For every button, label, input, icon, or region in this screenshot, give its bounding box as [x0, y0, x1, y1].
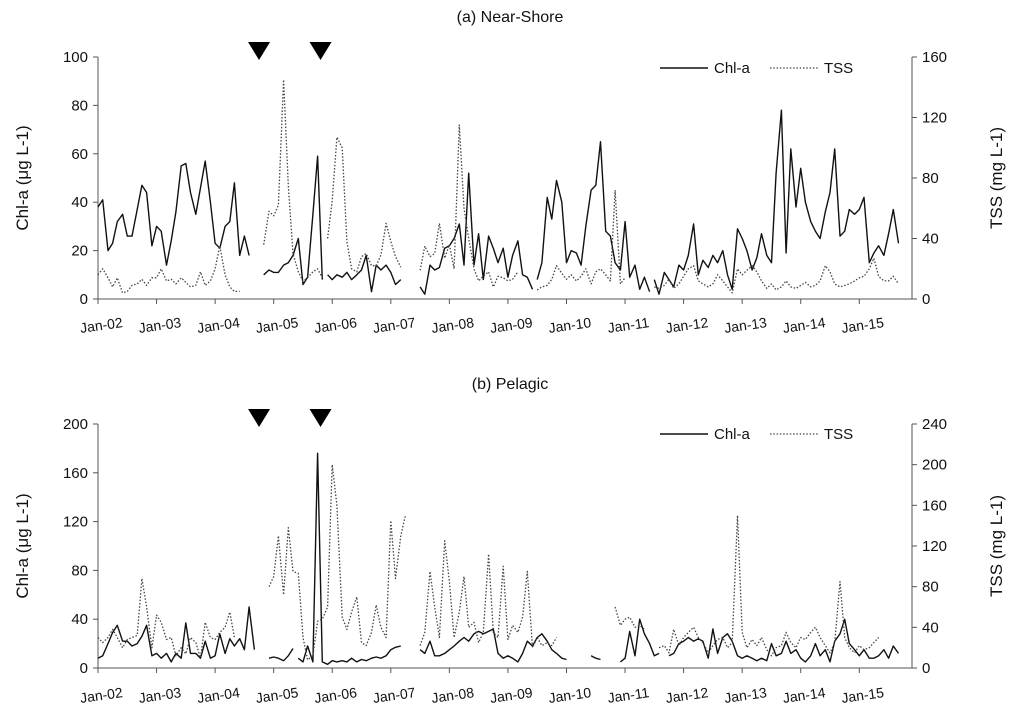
chl-a-series-line [668, 618, 900, 663]
y-axis-title: Chl-a (μg L-1) [13, 125, 32, 230]
x-tick-label: Jan-06 [313, 684, 358, 706]
x-tick-label: Jan-04 [196, 314, 241, 336]
x-tick-label: Jan-05 [255, 684, 300, 706]
chl-a-series-line [297, 452, 401, 665]
x-tick-label: Jan-02 [79, 314, 124, 336]
x-tick-label: Jan-11 [607, 684, 651, 706]
x-tick-label: Jan-14 [782, 314, 827, 336]
y-tick-label: 160 [63, 465, 88, 482]
legend-label-chl-a: Chl-a [714, 60, 751, 77]
tss-series-line [263, 79, 323, 282]
x-tick-label: Jan-08 [430, 684, 475, 706]
y-tick-label: 80 [71, 97, 88, 114]
x-tick-label: Jan-08 [430, 314, 475, 336]
y-tick-label: 60 [71, 146, 88, 163]
y-tick-label: 0 [80, 660, 88, 677]
x-tick-label: Jan-02 [79, 684, 124, 706]
x-tick-label: Jan-07 [372, 314, 417, 336]
y2-tick-label: 160 [922, 497, 947, 514]
x-tick-label: Jan-05 [255, 314, 300, 336]
y2-axis-title: TSS (mg L-1) [987, 127, 1006, 229]
tss-series-line [97, 245, 240, 294]
x-tick-label: Jan-11 [607, 314, 651, 336]
chl-a-series-line [619, 618, 660, 663]
y-tick-label: 40 [71, 194, 88, 211]
tss-series-line [326, 136, 402, 273]
y2-tick-label: 240 [922, 416, 947, 433]
y2-tick-label: 120 [922, 538, 947, 555]
tss-series-line [536, 189, 626, 291]
x-tick-label: Jan-04 [196, 684, 241, 706]
y2-tick-label: 160 [922, 49, 947, 66]
y2-tick-label: 40 [922, 619, 939, 636]
x-tick-label: Jan-03 [138, 314, 183, 336]
legend-label-tss: TSS [824, 426, 853, 443]
x-tick-label: Jan-13 [723, 684, 768, 706]
y-tick-label: 120 [63, 514, 88, 531]
y-tick-label: 80 [71, 562, 88, 579]
y-tick-label: 200 [63, 416, 88, 433]
event-marker [309, 409, 332, 427]
tss-series-line [268, 464, 407, 661]
x-tick-label: Jan-12 [665, 684, 710, 706]
y-tick-label: 0 [80, 291, 88, 308]
chl-a-series-line [97, 160, 250, 266]
y-tick-label: 100 [63, 49, 88, 66]
tss-series-line [97, 577, 236, 659]
y2-tick-label: 40 [922, 231, 939, 248]
chl-a-series-line [263, 155, 323, 286]
legend-label-chl-a: Chl-a [714, 426, 751, 443]
chl-a-series-line [653, 109, 900, 295]
y2-tick-label: 120 [922, 110, 947, 127]
chl-a-series-line [536, 141, 651, 292]
chl-a-series-line [327, 254, 402, 293]
panel-title: (b) Pelagic [472, 376, 548, 393]
chl-a-series-line [590, 655, 601, 661]
panel-pelagic: (b) Pelagic 0 40 80 120 160 200 0 40 80 120 160 200 2… [13, 376, 1006, 706]
tss-series-line [419, 124, 519, 288]
chl-a-series-line [419, 172, 534, 295]
tss-series-line [658, 514, 880, 657]
y-tick-label: 20 [71, 243, 88, 260]
tss-series-line [614, 606, 645, 630]
panel-title: (a) Near-Shore [457, 9, 564, 26]
x-tick-label: Jan-15 [840, 314, 885, 336]
x-tick-label: Jan-14 [782, 684, 827, 706]
y2-tick-label: 80 [922, 579, 939, 596]
x-tick-label: Jan-07 [372, 684, 417, 706]
y2-tick-label: 0 [922, 291, 930, 308]
x-tick-label: Jan-10 [547, 684, 592, 706]
event-marker [309, 42, 332, 60]
x-tick-label: Jan-12 [665, 314, 710, 336]
x-tick-label: Jan-09 [489, 684, 534, 706]
panel-near-shore: (a) Near-Shore 0 20 40 60 80 100 0 40 80 120 160 Jan… [13, 9, 1006, 336]
x-tick-label: Jan-09 [489, 314, 534, 336]
tss-series-line [654, 257, 900, 294]
chl-a-series-line [268, 648, 294, 662]
x-tick-label: Jan-10 [547, 314, 592, 336]
chl-a-series-line [419, 628, 567, 663]
y2-tick-label: 200 [922, 457, 947, 474]
y-tick-label: 40 [71, 611, 88, 628]
chl-a-series-line [97, 606, 256, 663]
y2-tick-label: 0 [922, 660, 930, 677]
legend-label-tss: TSS [824, 60, 853, 77]
y2-tick-label: 80 [922, 170, 939, 187]
y2-axis-title: TSS (mg L-1) [987, 495, 1006, 597]
event-marker [248, 42, 271, 60]
y-axis-title: Chl-a (μg L-1) [13, 493, 32, 598]
x-tick-label: Jan-06 [313, 314, 358, 336]
x-tick-label: Jan-13 [723, 314, 768, 336]
event-marker [248, 409, 271, 427]
x-tick-label: Jan-15 [840, 684, 885, 706]
x-tick-label: Jan-03 [138, 684, 183, 706]
